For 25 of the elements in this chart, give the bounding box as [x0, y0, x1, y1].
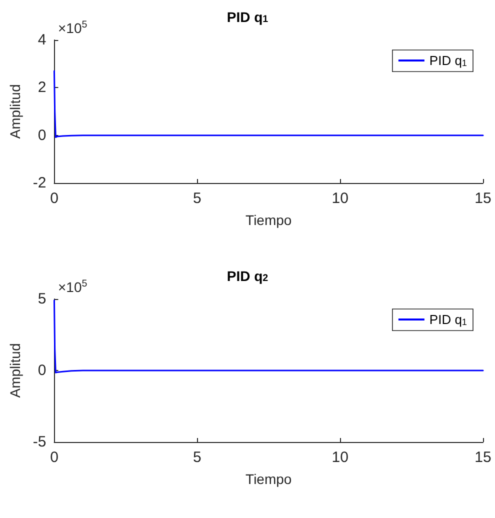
x-tick-label: 5 — [192, 449, 202, 466]
x-tick-label: 0 — [50, 190, 58, 207]
x-tick-label: 15 — [474, 449, 492, 466]
y-tick-label: 4 — [38, 32, 46, 48]
y-tick-label: 0 — [38, 362, 46, 379]
y-tick-label: 5 — [38, 290, 46, 308]
y-axis-title: Amplitud — [7, 84, 23, 139]
line-series — [53, 300, 484, 374]
line-series — [53, 70, 484, 138]
legend-label: PID q1 — [429, 312, 468, 328]
y-tick-label: 2 — [38, 79, 46, 96]
chart-title: PID q1 — [226, 8, 269, 26]
x-tick-label: 15 — [474, 190, 492, 207]
y-tick-label: -2 — [32, 174, 46, 192]
y-tick-label: -5 — [32, 434, 46, 450]
x-tick-label: 5 — [192, 190, 202, 207]
x-axis-title: Tiempo — [246, 471, 292, 487]
y-axis-title: Amplitud — [7, 343, 23, 398]
x-tick-label: 10 — [332, 449, 348, 466]
x-axis-title: Tiempo — [246, 212, 292, 228]
chart-title: PID q2 — [226, 268, 269, 284]
x-tick-label: 0 — [50, 449, 58, 466]
legend-label: PID q1 — [429, 53, 468, 68]
x-tick-label: 10 — [332, 190, 348, 207]
y-tick-label: 0 — [38, 126, 46, 144]
